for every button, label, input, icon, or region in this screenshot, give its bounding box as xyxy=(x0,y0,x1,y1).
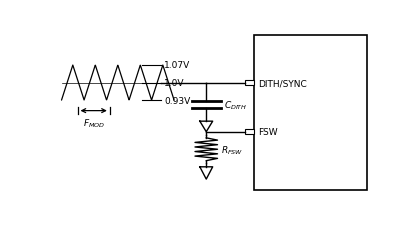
Text: DITH/SYNC: DITH/SYNC xyxy=(258,79,306,88)
Text: 0.93V: 0.93V xyxy=(164,96,191,105)
Text: FSW: FSW xyxy=(258,128,277,137)
Text: $R_{FSW}$: $R_{FSW}$ xyxy=(221,143,243,156)
Bar xyxy=(245,81,254,86)
Bar xyxy=(254,36,367,190)
Text: 1.0V: 1.0V xyxy=(164,79,185,88)
Text: 1.07V: 1.07V xyxy=(164,61,191,70)
Text: $F_{MOD}$: $F_{MOD}$ xyxy=(83,117,105,130)
Text: $C_{DITH}$: $C_{DITH}$ xyxy=(224,99,247,111)
Bar xyxy=(245,129,254,135)
